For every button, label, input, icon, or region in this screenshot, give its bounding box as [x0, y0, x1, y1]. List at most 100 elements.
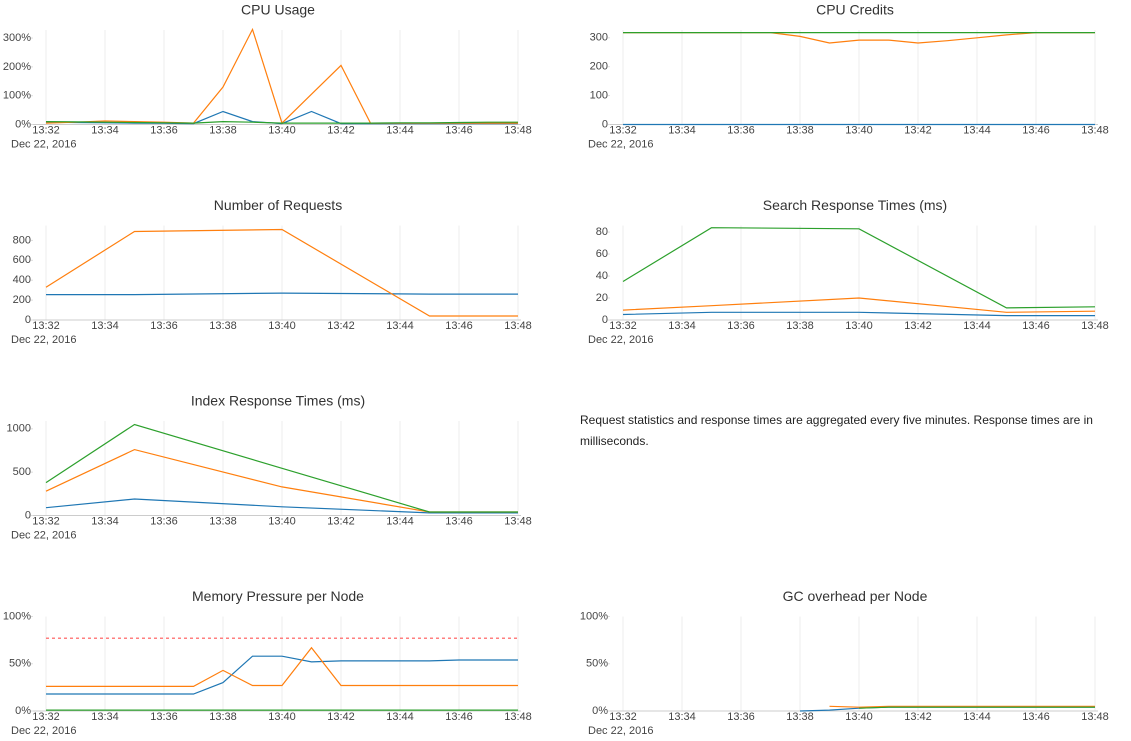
- x-tick-label: 13:44: [386, 515, 414, 527]
- x-tick-label: 13:36: [727, 124, 755, 136]
- x-tick-label: 13:38: [786, 124, 814, 136]
- x-tick-label: 13:42: [327, 515, 355, 527]
- y-tick-label: 20: [596, 292, 608, 304]
- x-tick-label: 13:34: [668, 711, 696, 723]
- chart: Search Response Times (ms) 13:32 13:34 13:3…: [588, 197, 1109, 346]
- y-tick-label: 0: [602, 118, 608, 130]
- x-tick-label: 13:36: [727, 711, 755, 723]
- chart: CPU Credits 13:32 13:34 13:36 13:38 13:40 13:4…: [588, 2, 1109, 151]
- x-tick-label: 13:48: [504, 711, 532, 723]
- chart-title: Search Response Times (ms): [763, 197, 947, 213]
- y-tick-label: 0: [25, 509, 31, 521]
- x-tick-label: 13:48: [1081, 124, 1109, 136]
- x-tick-label: 13:38: [209, 124, 237, 136]
- series-line: [45, 120, 518, 124]
- x-tick-label: 13:46: [445, 124, 473, 136]
- x-tick-label: 13:44: [386, 320, 414, 332]
- x-tick-label: 13:48: [504, 515, 532, 527]
- x-date-label: Dec 22, 2016: [588, 138, 653, 150]
- chart: Index Response Times (ms) 13:32 13:34 13:36…: [7, 393, 532, 542]
- series-line: [45, 423, 518, 513]
- x-tick-label: 13:40: [268, 124, 296, 136]
- x-tick-label: 13:40: [268, 320, 296, 332]
- x-tick-label: 13:38: [209, 320, 237, 332]
- y-tick-label: 100%: [580, 610, 608, 622]
- x-tick-label: 13:32: [32, 124, 60, 136]
- y-tick-label: 600: [13, 254, 31, 266]
- x-tick-label: 13:46: [1022, 124, 1050, 136]
- y-tick-label: 0%: [592, 705, 608, 717]
- x-tick-label: 13:42: [327, 124, 355, 136]
- x-tick-label: 13:38: [209, 711, 237, 723]
- x-date-label: Dec 22, 2016: [588, 334, 653, 346]
- y-tick-label: 100: [590, 90, 608, 102]
- x-tick-label: 13:34: [668, 124, 696, 136]
- x-tick-label: 13:36: [150, 515, 178, 527]
- x-tick-label: 13:38: [786, 320, 814, 332]
- x-tick-label: 13:42: [904, 320, 932, 332]
- x-tick-label: 13:42: [327, 320, 355, 332]
- chart-title: Memory Pressure per Node: [192, 588, 364, 604]
- x-tick-label: 13:48: [504, 124, 532, 136]
- x-tick-label: 13:32: [609, 320, 637, 332]
- note: Request statistics and response times ar…: [580, 413, 1093, 448]
- y-tick-label: 200: [590, 61, 608, 73]
- x-tick-label: 13:40: [845, 124, 873, 136]
- chart-title: CPU Usage: [241, 2, 315, 18]
- y-tick-label: 0%: [15, 118, 31, 130]
- x-tick-label: 13:46: [1022, 320, 1050, 332]
- x-tick-label: 13:34: [91, 515, 119, 527]
- x-date-label: Dec 22, 2016: [11, 138, 76, 150]
- x-tick-label: 13:34: [91, 124, 119, 136]
- x-tick-label: 13:40: [268, 711, 296, 723]
- x-tick-label: 13:36: [150, 124, 178, 136]
- x-tick-label: 13:48: [1081, 711, 1109, 723]
- x-tick-label: 13:40: [845, 320, 873, 332]
- x-tick-label: 13:36: [150, 711, 178, 723]
- x-date-label: Dec 22, 2016: [588, 725, 653, 737]
- series-line: [46, 655, 518, 695]
- x-tick-label: 13:36: [727, 320, 755, 332]
- x-date-label: Dec 22, 2016: [11, 725, 76, 737]
- series-line: [829, 705, 1095, 708]
- x-tick-label: 13:48: [504, 320, 532, 332]
- x-tick-label: 13:34: [668, 320, 696, 332]
- x-tick-label: 13:42: [327, 711, 355, 723]
- y-tick-label: 80: [596, 226, 608, 238]
- chart: GC overhead per Node 13:32 13:34 13:36 13:38…: [580, 588, 1109, 737]
- x-tick-label: 13:46: [1022, 711, 1050, 723]
- x-tick-label: 13:32: [609, 124, 637, 136]
- chart: CPU Usage 13:32 13:34 13:36 13:38 13:40 13:42 1…: [3, 2, 532, 151]
- y-tick-label: 400: [13, 274, 31, 286]
- y-tick-label: 0: [25, 314, 31, 326]
- x-tick-label: 13:46: [445, 515, 473, 527]
- x-tick-label: 13:44: [386, 124, 414, 136]
- y-tick-label: 100%: [3, 610, 31, 622]
- y-tick-label: 300: [590, 32, 608, 44]
- x-tick-label: 13:32: [32, 320, 60, 332]
- y-tick-label: 800: [13, 234, 31, 246]
- y-tick-label: 200: [13, 294, 31, 306]
- y-tick-label: 60: [596, 248, 608, 260]
- chart-title: Number of Requests: [214, 197, 342, 213]
- y-tick-label: 0: [602, 314, 608, 326]
- y-tick-label: 100%: [3, 90, 31, 102]
- series-line: [46, 292, 518, 296]
- x-date-label: Dec 22, 2016: [11, 529, 76, 541]
- x-tick-label: 13:34: [91, 711, 119, 723]
- chart-title: GC overhead per Node: [783, 588, 928, 604]
- x-tick-label: 13:42: [904, 711, 932, 723]
- x-tick-label: 13:46: [445, 320, 473, 332]
- chart: Number of Requests 13:32 13:34 13:36 13:38 13…: [11, 197, 532, 346]
- series-line: [622, 227, 1096, 309]
- series-line: [45, 498, 518, 514]
- x-date-label: Dec 22, 2016: [11, 334, 76, 346]
- x-tick-label: 13:44: [963, 124, 991, 136]
- chart: Memory Pressure per Node 13:32 13:34 13:36 1…: [3, 588, 532, 737]
- x-tick-label: 13:32: [609, 711, 637, 723]
- x-tick-label: 13:44: [963, 711, 991, 723]
- x-tick-label: 13:38: [786, 711, 814, 723]
- chart-title: CPU Credits: [816, 2, 894, 18]
